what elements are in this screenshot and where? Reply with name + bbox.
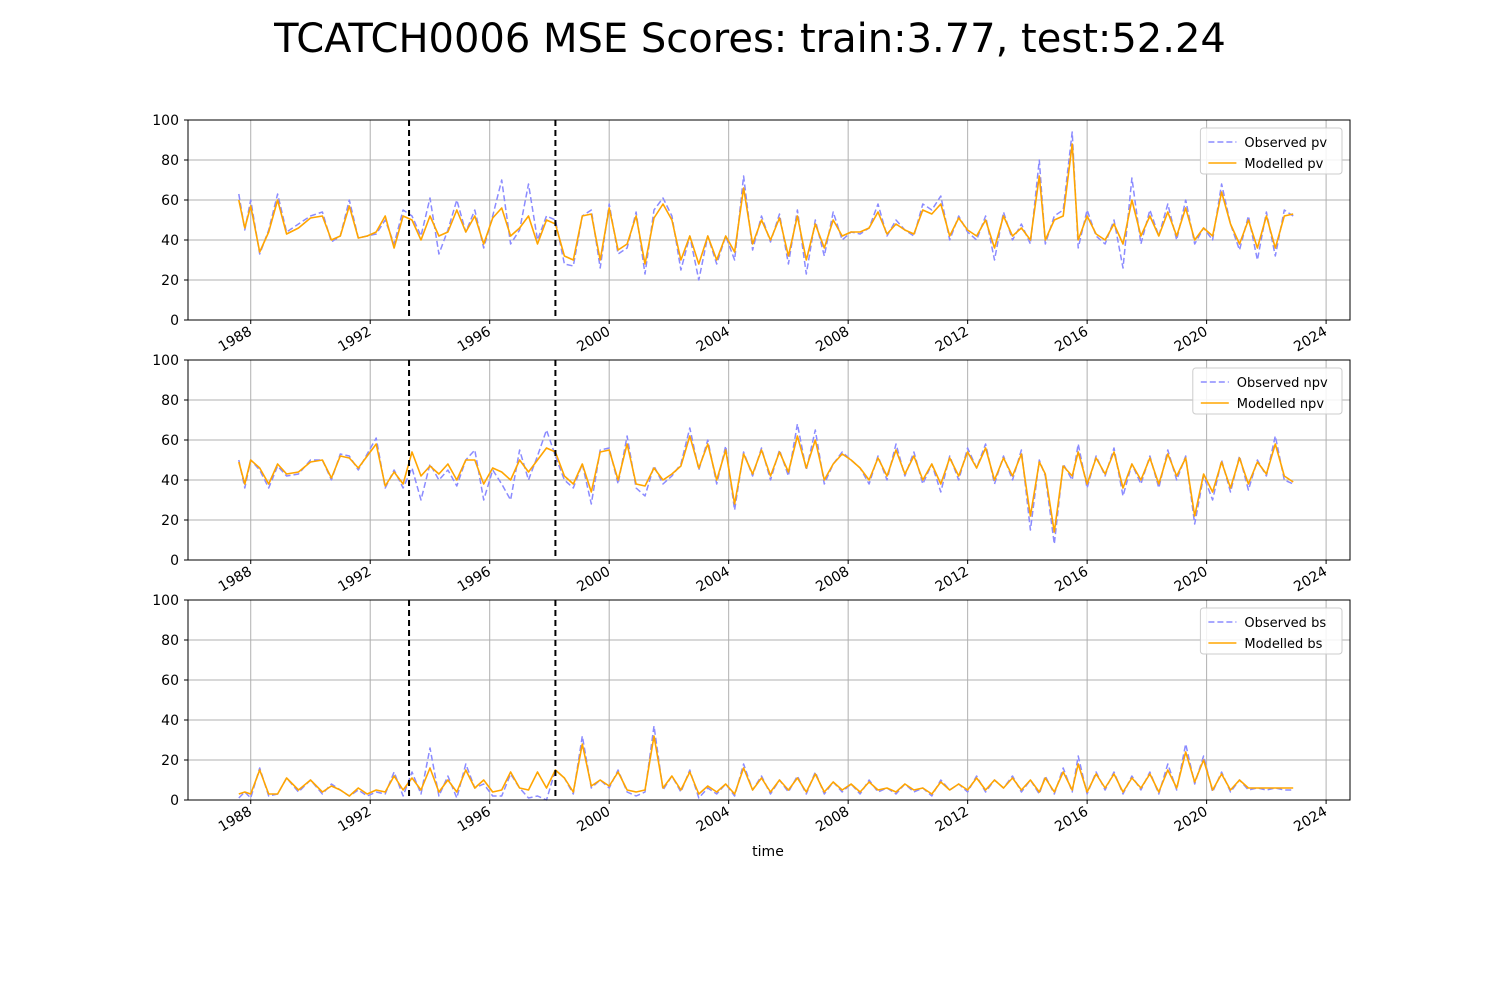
series-line-modelled-npv (238, 435, 1294, 533)
series-line-modelled-pv (238, 143, 1294, 265)
series-line-observed-pv (238, 131, 1294, 281)
x-tick-label: 1992 (335, 804, 374, 836)
x-tick-label: 2020 (1172, 324, 1211, 356)
x-tick-label: 1992 (335, 564, 374, 596)
x-tick-label: 2004 (694, 804, 733, 836)
legend-bs: Observed bs Modelled bs (1199, 607, 1343, 655)
legend-label: Observed pv (1244, 136, 1327, 151)
y-tick-label: 40 (161, 233, 179, 249)
series-line-observed-npv (238, 423, 1294, 545)
y-tick-label: 100 (152, 353, 179, 369)
x-tick-label: 2024 (1291, 564, 1330, 596)
legend-label: Modelled pv (1244, 157, 1323, 172)
x-tick-label: 2020 (1172, 564, 1211, 596)
y-tick-label: 20 (161, 513, 179, 529)
legend-pv: Observed pv Modelled pv (1199, 127, 1343, 175)
y-tick-label: 40 (161, 713, 179, 729)
y-tick-label: 100 (152, 593, 179, 609)
x-tick-label: 2024 (1291, 324, 1330, 356)
x-tick-label: 2012 (933, 324, 972, 356)
y-tick-label: 80 (161, 393, 179, 409)
subplot-npv: 0 20 40 60 80 100 1988 1992 1996 2000 2004 2008 2012… (152, 353, 1351, 596)
plot-frame (187, 119, 1351, 321)
legend-label: Observed bs (1244, 616, 1326, 631)
x-tick-label: 2000 (574, 804, 613, 836)
x-tick-label: 2016 (1052, 564, 1091, 596)
y-tick-label: 80 (161, 633, 179, 649)
figure-title: TCATCH0006 MSE Scores: train:3.77, test:… (273, 16, 1226, 62)
x-tick-label: 1992 (335, 324, 374, 356)
y-tick-label: 0 (170, 553, 179, 569)
x-tick-label: 2000 (574, 564, 613, 596)
x-tick-label: 2004 (694, 564, 733, 596)
x-tick-label: 2000 (574, 324, 613, 356)
legend-npv: Observed npv Modelled npv (1192, 367, 1343, 415)
plot-frame (187, 599, 1351, 801)
y-tick-label: 60 (161, 433, 179, 449)
x-tick-label: 1996 (455, 324, 494, 356)
subplot-pv: 0 20 40 60 80 100 1988 1992 1996 2000 2004 2008 2012… (152, 113, 1351, 356)
x-tick-label: 1988 (216, 564, 255, 596)
x-tick-label: 2008 (813, 324, 852, 356)
x-tick-label: 2024 (1291, 804, 1330, 836)
x-tick-label: 2020 (1172, 804, 1211, 836)
y-tick-label: 80 (161, 153, 179, 169)
y-tick-label: 20 (161, 273, 179, 289)
legend-label: Observed npv (1237, 376, 1328, 391)
plot-frame (187, 359, 1351, 561)
x-tick-label: 1988 (216, 804, 255, 836)
x-tick-label: 2008 (813, 804, 852, 836)
legend-label: Modelled npv (1237, 397, 1325, 412)
x-tick-label: 2012 (933, 564, 972, 596)
series-line-observed-bs (238, 725, 1294, 801)
x-tick-label: 2016 (1052, 324, 1091, 356)
x-tick-label: 2004 (694, 324, 733, 356)
legend-label: Modelled bs (1244, 637, 1322, 652)
series-line-modelled-bs (238, 735, 1294, 797)
x-tick-label: 2008 (813, 564, 852, 596)
y-tick-label: 100 (152, 113, 179, 129)
x-tick-label: 1988 (216, 324, 255, 356)
y-tick-label: 0 (170, 313, 179, 329)
x-tick-label: 2016 (1052, 804, 1091, 836)
x-axis-label: time (752, 844, 784, 860)
x-tick-label: 1996 (455, 564, 494, 596)
x-tick-label: 2012 (933, 804, 972, 836)
legend-box (1192, 367, 1343, 415)
y-tick-label: 60 (161, 673, 179, 689)
y-tick-label: 40 (161, 473, 179, 489)
y-tick-label: 20 (161, 753, 179, 769)
y-tick-label: 0 (170, 793, 179, 809)
x-tick-label: 1996 (455, 804, 494, 836)
subplot-bs: 0 20 40 60 80 100 1988 1992 1996 2000 2004 2008 2012… (152, 593, 1351, 836)
y-tick-label: 60 (161, 193, 179, 209)
